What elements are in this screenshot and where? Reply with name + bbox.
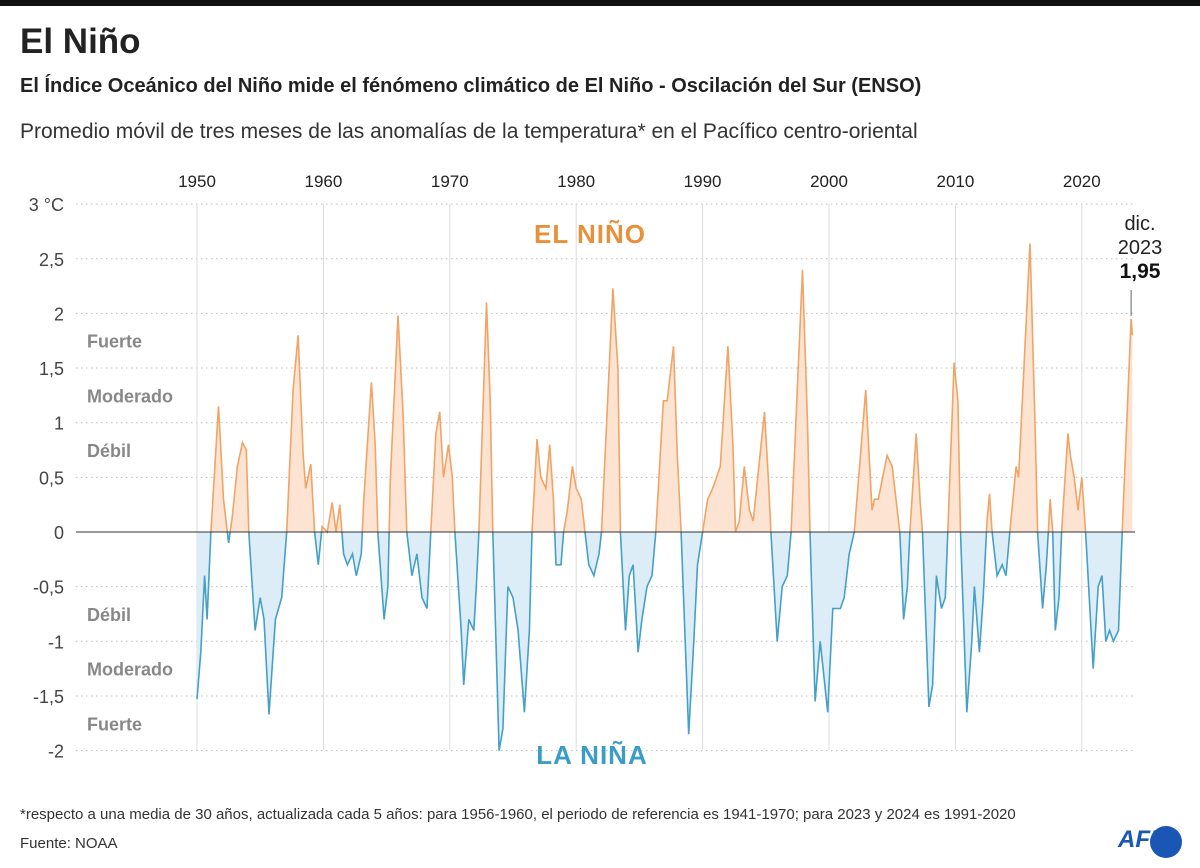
chart-subtitle: El Índice Oceánico del Niño mide el fénó… [20,75,922,97]
y-tick-label: 0 [54,523,64,543]
la-nina-label: LA NIÑA [536,740,647,770]
top-bar [0,0,1200,6]
strength-label: Moderado [87,660,173,680]
x-tick-label: 2010 [936,172,974,191]
y-tick-label: -0,5 [33,578,64,598]
y-tick-label: 1 [54,414,64,434]
x-tick-label: 2020 [1063,172,1101,191]
x-tick-label: 1960 [304,172,342,191]
x-tick-label: 2000 [810,172,848,191]
el-nino-line [210,243,1134,532]
annotation-year: 2023 [1118,237,1163,259]
el-nino-area [197,243,1133,532]
y-tick-label: 0,5 [39,468,64,488]
x-tick-label: 1980 [557,172,595,191]
afp-logo-dot [1150,826,1182,858]
footnote: *respecto a una media de 30 años, actual… [20,806,1016,823]
y-tick-label: 3 °C [29,195,64,215]
strength-label: Débil [87,441,131,461]
strength-label: Fuerte [87,332,142,352]
annotation-month: dic. [1124,213,1155,235]
enso-chart: 3 °C 2,5 2 1,5 1 0,5 0 -0,5 -1 -1,5 -2 1950 1960 1970… [29,172,1163,770]
chart-description: Promedio móvil de tres meses de las anom… [20,120,918,143]
el-nino-label: EL NIÑO [534,219,646,249]
annotation-value: 1,95 [1120,260,1161,283]
y-tick-label: -2 [48,742,64,762]
chart-title: El Niño [20,22,141,61]
y-tick-label: 1,5 [39,359,64,379]
source: Fuente: NOAA [20,835,118,852]
x-tick-label: 1950 [178,172,216,191]
y-tick-label: -1,5 [33,687,64,707]
strength-label: Moderado [87,386,173,406]
y-tick-label: 2 [54,304,64,324]
la-nina-line [196,532,1124,751]
strength-label: Débil [87,605,131,625]
y-tick-label: -1 [48,632,64,652]
y-tick-label: 2,5 [39,250,64,270]
strength-label: Fuerte [87,714,142,734]
x-tick-label: 1990 [684,172,722,191]
x-tick-label: 1970 [431,172,469,191]
